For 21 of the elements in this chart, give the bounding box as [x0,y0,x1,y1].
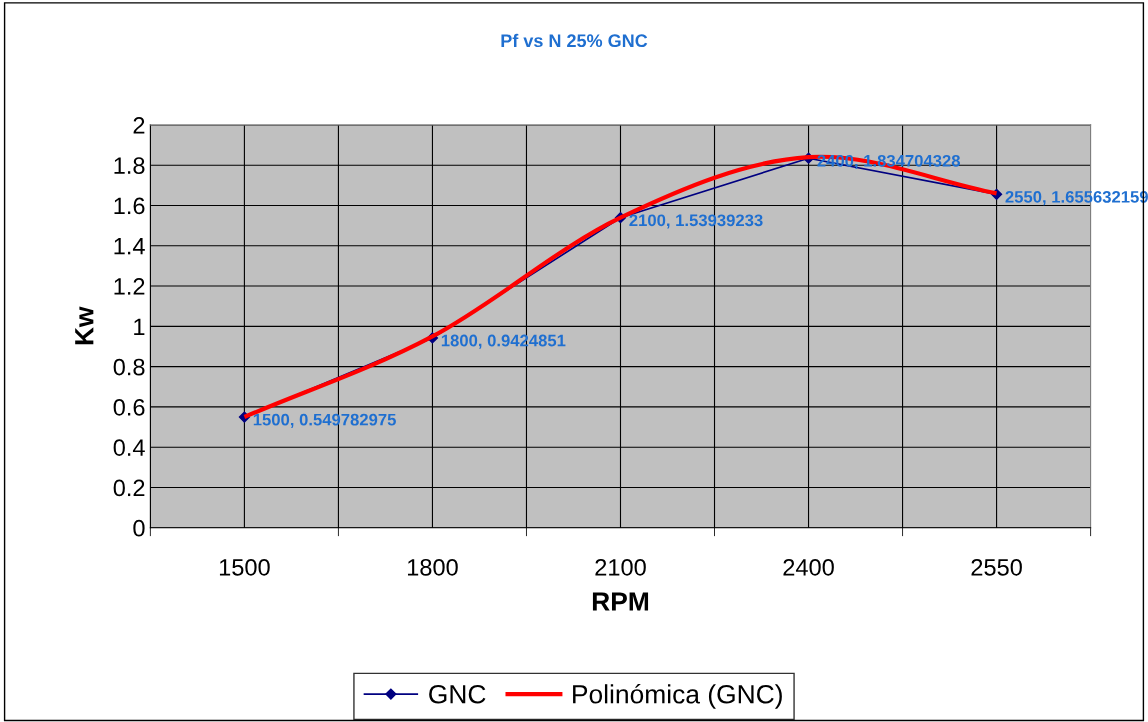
y-tick-label: 0.6 [113,398,145,416]
x-tick-label: 2550 [971,558,1022,576]
x-axis-title: RPM [592,592,649,611]
x-tick-label: 1800 [407,558,458,576]
legend-label: GNC [429,684,486,704]
y-tick-label: 0.2 [113,479,145,497]
y-tick-label: 1.6 [114,197,145,215]
y-tick-label: 0.8 [113,358,145,376]
x-tick-label: 2400 [783,558,834,576]
y-tick-label: 0 [133,519,145,537]
y-tick-label: 0.4 [113,439,145,456]
x-tick-label: 1500 [219,558,270,576]
x-tick-label: 2100 [595,558,646,576]
chart-title: Pf vs N 25% GNC [501,33,648,48]
y-tick-label: 1 [134,318,145,335]
y-tick-label: 1.8 [114,157,145,174]
y-axis-title: Kw [75,306,94,345]
y-tick-label: 2 [133,116,145,134]
y-tick-label: 1.4 [114,238,145,255]
legend-label: Polinómica (GNC) [573,683,782,709]
y-tick-label: 1.2 [114,278,145,295]
